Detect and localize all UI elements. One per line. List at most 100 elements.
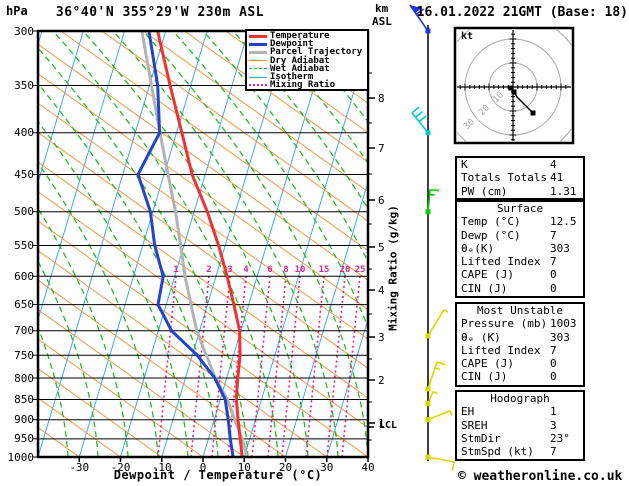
param-value: 23°	[550, 431, 570, 445]
param-value: 1	[550, 405, 557, 419]
temperature-tick-label: 30	[320, 461, 334, 474]
dry-adiabat	[38, 73, 368, 311]
legend-item: Parcel Trajectory	[249, 47, 367, 58]
wet-adiabat	[232, 31, 368, 210]
table-row: CIN (J) 0	[457, 282, 583, 295]
wind-barb	[425, 454, 455, 471]
dry-adiabat	[38, 220, 368, 457]
isotherm	[38, 31, 167, 457]
legend-item: Dry Adiabat	[249, 56, 367, 65]
param-value: 1003	[550, 317, 577, 331]
table-row: Totals Totals 41	[457, 171, 583, 184]
pressure-tick-label: 600	[14, 269, 34, 283]
dry-adiabat	[38, 279, 286, 457]
pressure-tick-label: 650	[14, 298, 34, 312]
param-label: StmDir	[461, 431, 501, 445]
wind-barb	[411, 106, 431, 136]
table-row: SREH 3	[457, 419, 583, 432]
svg-text:6: 6	[267, 265, 272, 275]
wind-barb	[425, 188, 440, 215]
dry-adiabat	[38, 43, 368, 281]
dry-adiabat-swatch	[249, 60, 267, 62]
pressure-tick-label: 450	[14, 167, 34, 181]
table-row: PW (cm) 1.31	[457, 185, 583, 198]
km-tick-label: 1	[378, 416, 385, 430]
wet-adiabat	[38, 260, 99, 457]
table-row: StmDir 23°	[457, 432, 583, 445]
wet-adiabat	[172, 31, 368, 330]
wind-barb	[425, 390, 438, 407]
svg-text:15: 15	[319, 265, 330, 275]
temperature-tick-label: 20	[278, 461, 293, 474]
sounding-curves	[136, 31, 249, 457]
dry-adiabat	[225, 31, 368, 134]
param-label: Temp (°C)	[461, 215, 521, 229]
altitude-axis-unit-asl: ASL	[372, 15, 392, 28]
temperature-ticks	[78, 457, 369, 462]
pressure-tick-label: 950	[14, 432, 34, 446]
pressure-tick-label: 700	[14, 324, 34, 338]
wet-adiabat	[38, 207, 129, 457]
table-row: CAPE (J) 0	[457, 357, 583, 370]
legend-item: Isotherm	[249, 73, 367, 82]
pressure-tick-label: 550	[14, 238, 34, 252]
param-label: StmSpd (kt)	[461, 445, 534, 459]
svg-text:20: 20	[340, 265, 351, 275]
param-value: 0	[550, 281, 557, 295]
mixing-ratio-swatch	[249, 84, 267, 87]
param-value: 3	[550, 418, 557, 432]
km-tick-label: 7	[378, 141, 385, 155]
param-label: Lifted Index	[461, 255, 541, 269]
param-value: 1.31	[550, 184, 577, 198]
wet-adiabat	[38, 120, 189, 457]
dry-adiabat	[38, 132, 368, 370]
legend-item: Mixing Ratio	[249, 81, 367, 90]
parameter-table: Hodograph EH 1 SREH 3 StmDir 23° StmSpd (kt) 7	[455, 390, 585, 461]
legend: Temperature Dewpoint Parcel Trajectory Dry …	[245, 29, 369, 91]
param-label: Lifted Index	[461, 343, 541, 357]
dry-adiabat	[38, 338, 204, 457]
isotherm	[326, 317, 368, 457]
legend-label: Parcel Trajectory	[270, 47, 363, 58]
parameter-table: Most Unstable Pressure (mb) 1003 θₑ (K) 303 L…	[455, 302, 585, 387]
plot-border	[36, 29, 370, 459]
wet-adiabat	[142, 31, 368, 457]
isotherm	[202, 31, 332, 457]
wet-adiabat	[38, 325, 69, 457]
pressure-tick-label: 300	[14, 24, 34, 38]
param-label: K	[461, 158, 468, 171]
dry-adiabat	[38, 102, 368, 340]
table-row: θₑ(K) 303	[457, 242, 583, 255]
wet-adiabat	[52, 31, 279, 457]
isotherm	[38, 31, 84, 184]
param-label: CIN (J)	[461, 281, 508, 295]
wet-adiabat	[112, 31, 339, 457]
table-row: Temp (°C) 12.5	[457, 215, 583, 228]
table-section-title: Surface	[496, 202, 544, 215]
km-tick-label: 5	[378, 240, 385, 254]
param-label: θₑ(K)	[461, 241, 495, 255]
dry-adiabat	[266, 31, 368, 104]
dewpoint-curve	[136, 31, 235, 457]
param-label: SREH	[461, 418, 488, 432]
param-value: 0	[550, 357, 557, 371]
pressure-tick-label: 800	[14, 371, 34, 385]
param-value: 7	[550, 445, 557, 459]
svg-text:2: 2	[206, 265, 211, 275]
copyright: © weatheronline.co.uk	[458, 469, 623, 484]
temperature-tick-label: -10	[151, 461, 172, 474]
pressure-tick-label: 750	[14, 348, 34, 362]
background-lines	[38, 31, 368, 457]
datetime-label: 16.01.2022 21GMT (Base: 18)	[416, 5, 628, 20]
table-row: Pressure (mb) 1003	[457, 317, 583, 330]
wind-barb	[425, 361, 446, 392]
dry-adiabat	[38, 367, 163, 457]
mixing-ratio-value-labels: 1 2 3 4 6 8 10 15 20 25	[173, 265, 365, 275]
param-value: 303	[550, 330, 570, 344]
temperature-tick-label: 0	[199, 461, 207, 474]
legend-label: Wet Adiabat	[270, 63, 330, 74]
pressure-tick-label: 850	[14, 392, 34, 406]
temperature-swatch	[249, 34, 267, 38]
